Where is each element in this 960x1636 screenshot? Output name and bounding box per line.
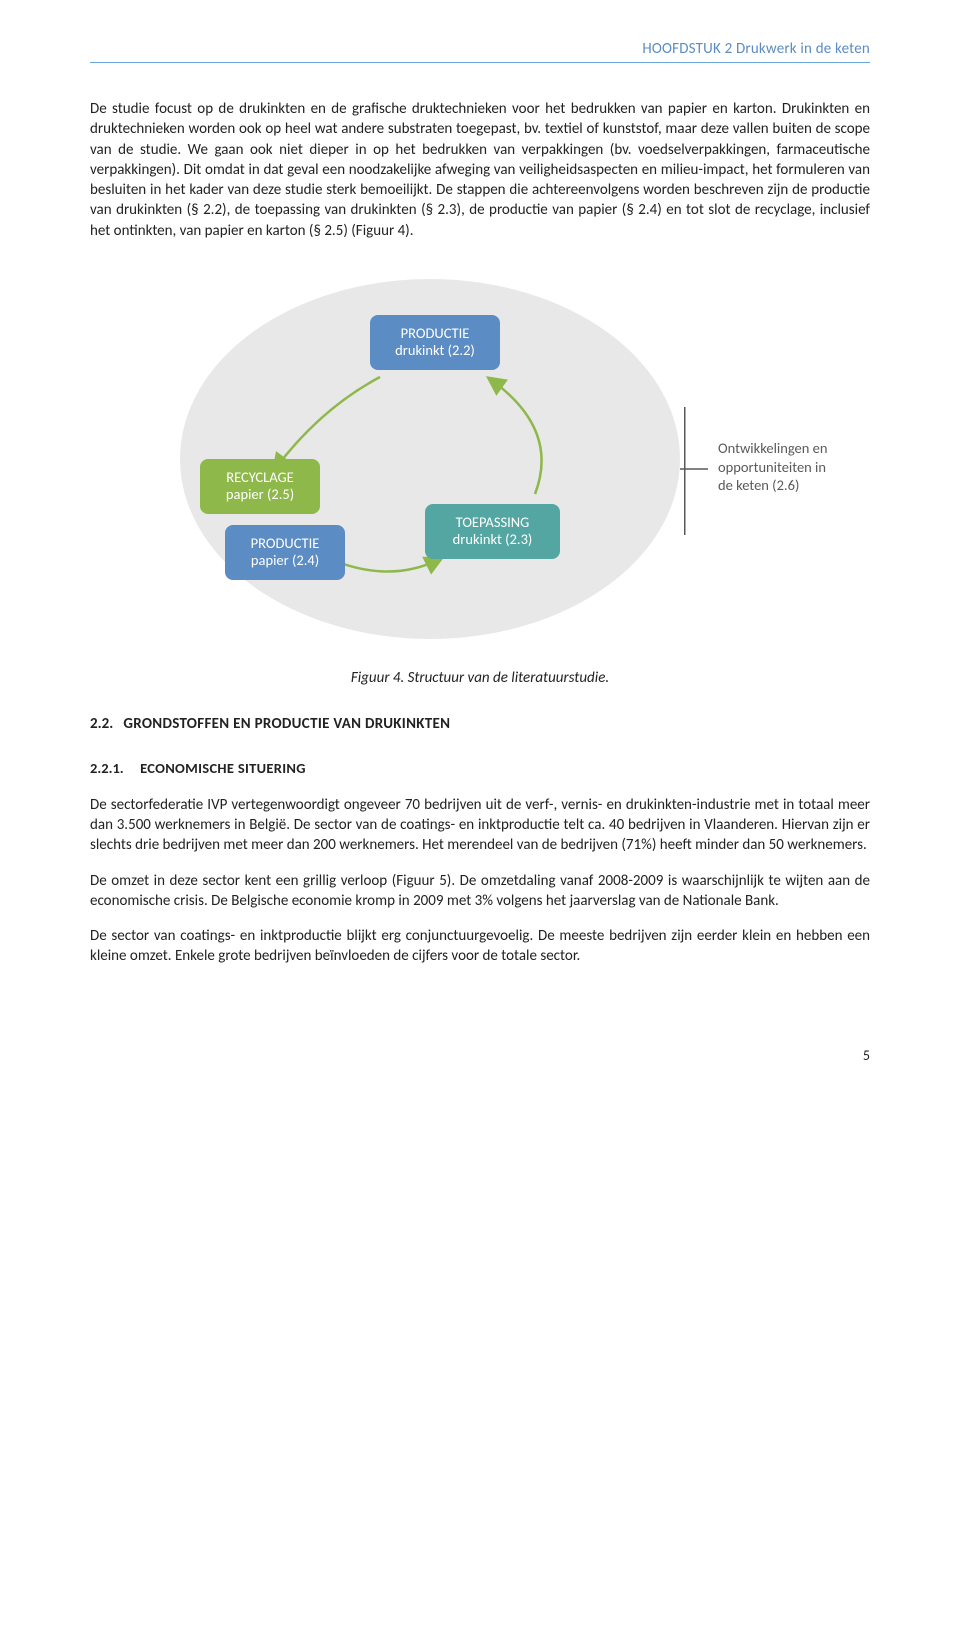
heading-2-2-1: 2.2.1. ECONOMISCHE SITUERING (90, 759, 870, 777)
header-text: HOOFDSTUK 2 Drukwerk in de keten (90, 40, 870, 58)
node-productie-drukinkt: PRODUCTIE drukinkt (2.2) (370, 315, 500, 370)
diagram-side-caption: Ontwikkelingen en opportuniteiten in de … (718, 439, 828, 496)
figure-4-diagram: PRODUCTIE drukinkt (2.2) RECYCLAGE papie… (90, 259, 870, 659)
heading-2-2-1-title: ECONOMISCHE SITUERING (140, 759, 306, 777)
paragraph-2: De sectorfederatie IVP vertegenwoordigt … (90, 795, 870, 856)
heading-2-2: 2.2. GRONDSTOFFEN EN PRODUCTIE VAN DRUKI… (90, 715, 870, 733)
node-recyclage-papier: RECYCLAGE papier (2.5) (200, 459, 320, 514)
node-toepassing-drukinkt: TOEPASSING drukinkt (2.3) (425, 504, 560, 559)
paragraph-1: De studie focust op de drukinkten en de … (90, 99, 870, 241)
page-header: HOOFDSTUK 2 Drukwerk in de keten (90, 40, 870, 63)
node-productie-papier: PRODUCTIE papier (2.4) (225, 525, 345, 580)
paragraph-4: De sector van coatings- en inktproductie… (90, 926, 870, 967)
heading-2-2-title: GRONDSTOFFEN EN PRODUCTIE VAN DRUKINKTEN (123, 715, 450, 733)
figure-4-caption: Figuur 4. Structuur van de literatuurstu… (90, 669, 870, 687)
header-rule (90, 60, 870, 63)
heading-2-2-num: 2.2. (90, 715, 113, 733)
heading-2-2-1-num: 2.2.1. (90, 759, 124, 777)
paragraph-3: De omzet in deze sector kent een grillig… (90, 871, 870, 912)
page-number: 5 (90, 1047, 870, 1064)
